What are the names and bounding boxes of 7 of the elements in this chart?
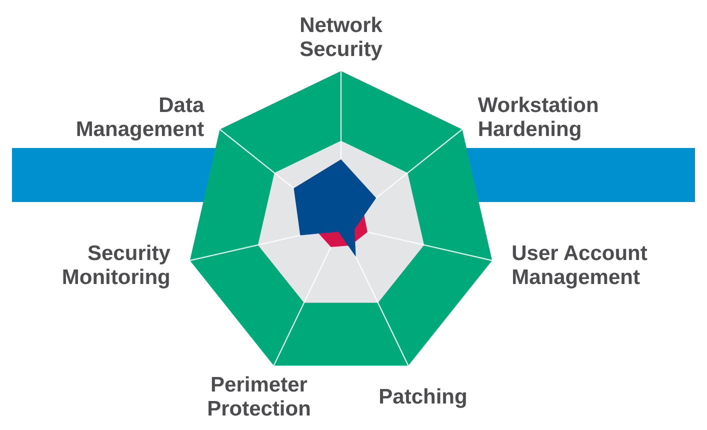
spoke-label: Workstation Hardening — [478, 94, 599, 141]
spoke-label: Security Monitoring — [62, 242, 171, 289]
spoke-label: Patching — [378, 385, 468, 408]
spoke-label: User Account Management — [512, 242, 648, 289]
spoke-label: Perimeter Protection — [207, 373, 311, 420]
spoke-label: Data Management — [76, 94, 204, 141]
spoke-label: Network Security — [300, 14, 383, 61]
